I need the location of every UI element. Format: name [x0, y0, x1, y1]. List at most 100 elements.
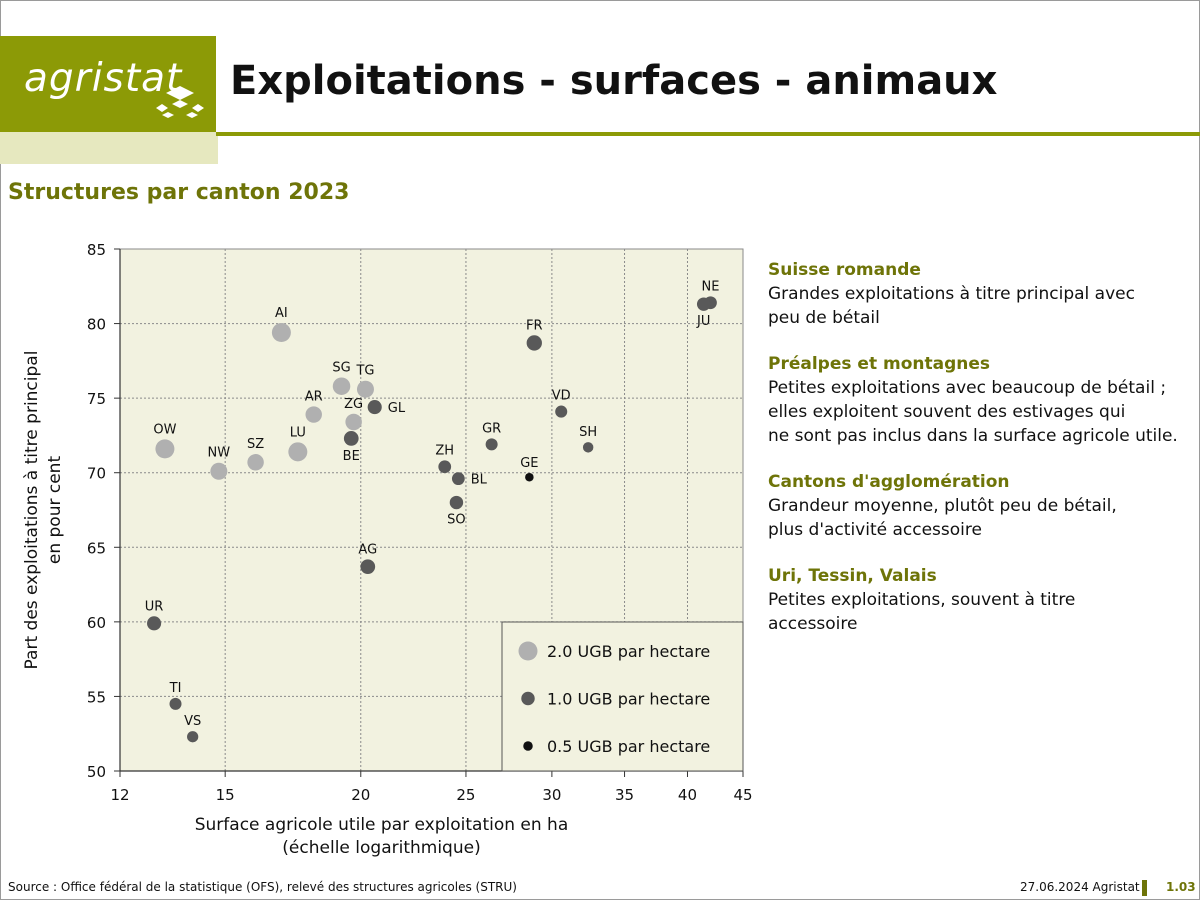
y-axis-note: en pour cent: [45, 456, 65, 565]
point-label: SO: [447, 512, 465, 527]
note-block: Cantons d'agglomération Grandeur moyenne,…: [768, 470, 1198, 542]
legend-box: [501, 621, 744, 772]
side-notes: Suisse romande Grandes exploitations à ti…: [768, 258, 1198, 658]
point-label: SG: [332, 360, 350, 375]
logo-underline-strip: [0, 132, 218, 164]
footer-divider: [1142, 880, 1147, 896]
x-tick-label: 35: [615, 786, 634, 804]
note-title: Uri, Tessin, Valais: [768, 566, 937, 586]
point-label: JU: [696, 314, 710, 329]
legend-label: 1.0 UGB par hectare: [547, 690, 710, 709]
point-label: VD: [552, 389, 571, 404]
logo-block: [0, 36, 216, 132]
point-label: VS: [184, 714, 201, 729]
page-number: 1.03: [1166, 880, 1196, 894]
y-tick-label: 65: [87, 539, 106, 557]
data-point: [155, 439, 175, 459]
note-title: Cantons d'agglomération: [768, 472, 1010, 492]
x-axis-label: Surface agricole utile par exploitation …: [195, 815, 569, 835]
data-point: [449, 495, 464, 510]
data-point: [247, 454, 264, 471]
point-label: AI: [275, 306, 288, 321]
data-point: [147, 616, 162, 631]
legend-label: 0.5 UGB par hectare: [547, 737, 710, 756]
y-tick-label: 75: [87, 390, 106, 408]
legend-marker: [518, 641, 538, 661]
point-label: GL: [388, 401, 406, 416]
point-label: OW: [153, 422, 176, 437]
note-line: peu de bétail: [768, 308, 880, 328]
point-label: GR: [482, 421, 501, 436]
title-rule: [216, 132, 1200, 136]
y-tick-label: 60: [87, 614, 106, 632]
data-point: [555, 405, 568, 418]
y-tick-label: 70: [87, 465, 106, 483]
point-label: TG: [355, 364, 374, 379]
x-tick-label: 40: [678, 786, 697, 804]
point-label: UR: [145, 599, 164, 614]
point-label: SZ: [247, 437, 264, 452]
footer-date: 27.06.2024 Agristat: [1020, 880, 1140, 894]
data-point: [271, 323, 291, 343]
x-tick-label: 15: [216, 786, 235, 804]
data-point: [438, 460, 452, 474]
point-label: LU: [290, 425, 306, 440]
page-title: Exploitations - surfaces - animaux: [230, 58, 998, 104]
y-tick-label: 80: [87, 316, 106, 334]
point-label: ZH: [435, 443, 454, 458]
x-tick-label: 25: [456, 786, 475, 804]
data-point: [356, 380, 374, 398]
data-point: [169, 697, 182, 710]
data-point: [367, 400, 382, 415]
data-point: [451, 472, 465, 486]
data-point: [305, 406, 322, 423]
legend-label: 2.0 UGB par hectare: [547, 642, 710, 661]
x-axis-note: (échelle logarithmique): [282, 838, 480, 858]
point-label: NW: [208, 446, 231, 461]
data-point: [288, 442, 308, 462]
y-tick-label: 50: [87, 763, 106, 781]
note-block: Préalpes et montagnes Petites exploitatio…: [768, 352, 1198, 448]
y-axis-label: Part des exploitations à titre principal: [22, 351, 42, 670]
note-line: Petites exploitations avec beaucoup de b…: [768, 378, 1167, 398]
point-label: AG: [358, 542, 377, 557]
note-title: Suisse romande: [768, 260, 921, 280]
footer-source: Source : Office fédéral de la statistiqu…: [8, 880, 517, 894]
data-point: [332, 377, 351, 395]
note-line: elles exploitent souvent des estivages q…: [768, 402, 1126, 422]
logo-text: agristat: [24, 56, 183, 101]
point-label: BL: [471, 473, 488, 488]
note-block: Suisse romande Grandes exploitations à ti…: [768, 258, 1198, 330]
data-point: [526, 335, 542, 351]
data-point: [187, 731, 199, 743]
note-line: Grandes exploitations à titre principal …: [768, 284, 1135, 304]
x-tick-label: 20: [351, 786, 370, 804]
note-line: plus d'activité accessoire: [768, 520, 982, 540]
point-label: FR: [526, 318, 543, 333]
note-title: Préalpes et montagnes: [768, 354, 990, 374]
point-label: BE: [343, 449, 360, 464]
data-point: [696, 297, 711, 311]
y-tick-label: 85: [87, 241, 106, 259]
data-point: [582, 442, 594, 453]
point-label: AR: [305, 389, 323, 404]
x-tick-label: 12: [110, 786, 129, 804]
point-label: TI: [169, 681, 182, 696]
y-tick-label: 55: [87, 688, 106, 706]
x-tick-label: 30: [542, 786, 561, 804]
data-point: [345, 413, 362, 431]
legend-marker: [523, 741, 533, 751]
data-point: [343, 431, 359, 446]
note-line: ne sont pas inclus dans la surface agric…: [768, 426, 1178, 446]
note-line: accessoire: [768, 614, 858, 634]
point-label: ZG: [344, 397, 363, 412]
note-block: Uri, Tessin, Valais Petites exploitations…: [768, 564, 1198, 636]
data-point: [485, 438, 498, 451]
note-line: Petites exploitations, souvent à titre: [768, 590, 1076, 610]
logo-diamond-icon: [156, 86, 204, 118]
data-point: [525, 472, 534, 482]
point-label: GE: [520, 456, 538, 471]
legend-marker: [521, 691, 535, 706]
scatter-chart: 12 15 20 25 30 35 40 45 50 55 60 65 70 75 80 85 Surface …: [22, 241, 753, 858]
point-label: SH: [579, 425, 597, 440]
